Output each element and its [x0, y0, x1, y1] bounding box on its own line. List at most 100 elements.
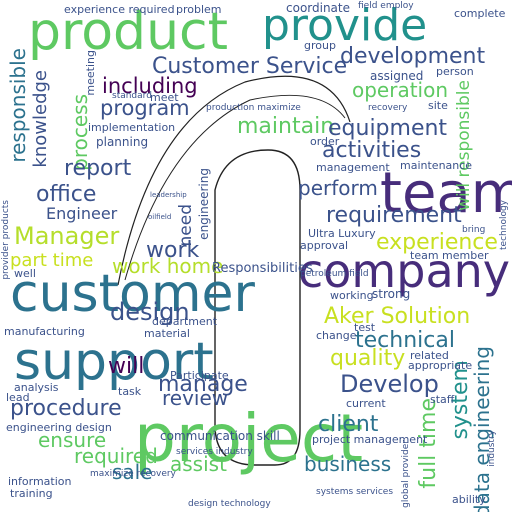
word: client: [318, 412, 379, 437]
word: task: [118, 385, 142, 398]
word: review: [162, 386, 229, 410]
word: approval: [300, 239, 349, 252]
word: office: [36, 182, 97, 207]
word: analysis: [14, 381, 59, 394]
word: project: [134, 400, 364, 477]
word: management: [316, 161, 390, 174]
word: assigned: [370, 69, 424, 83]
word: problem: [176, 3, 222, 16]
word: meet: [150, 91, 179, 104]
word: manufacturing: [4, 325, 85, 338]
word: maximize recovery: [90, 469, 176, 479]
word: well: [14, 267, 36, 280]
word: ensure: [38, 428, 107, 452]
word: engineering: [197, 168, 211, 240]
word: technology: [499, 200, 509, 250]
word: Engineer: [46, 204, 118, 223]
word: provider products: [1, 200, 11, 280]
word: including: [102, 74, 198, 98]
word: related: [410, 349, 449, 362]
word: design technology: [188, 499, 271, 509]
word: equipment: [328, 116, 448, 141]
word: appropriate: [408, 359, 473, 372]
word: project management: [312, 433, 428, 446]
i-stem-outline: [214, 149, 301, 466]
word: Responsibilities: [212, 261, 313, 276]
word: maintenance: [400, 159, 473, 172]
word: current: [346, 397, 386, 410]
word: industry: [487, 430, 497, 467]
word: knowledge: [30, 70, 51, 168]
word: systems services: [316, 487, 394, 497]
i-dot-arc: [117, 75, 351, 286]
word: work home: [112, 254, 224, 278]
word: design: [110, 298, 190, 326]
word: assist: [170, 452, 227, 476]
word: department: [152, 315, 218, 328]
word: required: [74, 444, 158, 468]
word: group: [304, 39, 336, 52]
word: requirement: [326, 203, 462, 228]
word: sale: [112, 460, 153, 484]
word: ability: [452, 493, 486, 506]
word: strong: [372, 287, 411, 301]
word: Ultra Luxury: [308, 227, 376, 240]
word: meeting: [84, 50, 97, 96]
word: person: [436, 65, 474, 78]
word: team: [380, 161, 512, 226]
word: complete: [454, 7, 506, 20]
word: staff: [430, 393, 455, 406]
word: order: [310, 135, 340, 148]
word: production maximize: [206, 103, 301, 113]
word: Customer Service: [152, 54, 348, 79]
i-dot-arc-inner: [124, 94, 346, 281]
word: training: [10, 487, 53, 500]
word: global provider: [401, 440, 411, 508]
word: field employ: [358, 1, 414, 11]
word: working: [330, 289, 374, 302]
word: Participate: [170, 369, 229, 382]
word: leadership: [150, 191, 187, 199]
word: responsible: [6, 48, 30, 163]
word: will: [108, 354, 145, 379]
word: Aker Solution: [324, 304, 471, 329]
word: change: [316, 329, 357, 342]
word: activities: [322, 138, 422, 163]
word: experience required: [64, 3, 175, 16]
word: experience: [376, 230, 498, 255]
word: development: [340, 44, 486, 69]
word: engineering design: [6, 421, 112, 434]
word: team member: [410, 249, 489, 262]
word: customer: [10, 264, 255, 324]
word: business: [304, 452, 392, 476]
word: Develop: [340, 370, 439, 398]
word: implementation: [88, 121, 176, 134]
word: information: [8, 475, 72, 488]
word: provide: [262, 0, 428, 51]
word: will responsible: [454, 80, 474, 211]
word: bring: [462, 225, 486, 235]
word: support: [14, 332, 214, 392]
word: perform: [298, 176, 378, 200]
word: standard: [112, 91, 152, 101]
word: communication skill: [160, 429, 280, 443]
word: material: [144, 327, 190, 340]
word: part time: [10, 250, 94, 271]
word: company: [298, 244, 511, 298]
word: oilfield: [148, 213, 172, 221]
word: work: [146, 238, 200, 263]
word: petroleum field: [300, 269, 369, 279]
word: operation: [352, 78, 449, 102]
word: need: [176, 204, 196, 247]
word: technical: [355, 328, 455, 353]
word: program: [100, 96, 190, 120]
word: quality: [330, 346, 406, 371]
word: planning: [96, 135, 149, 149]
word: Manager: [14, 222, 120, 250]
word: coordinate: [286, 1, 351, 15]
word: lead: [6, 391, 30, 404]
word: procedure: [10, 396, 122, 421]
word: product: [28, 2, 229, 62]
